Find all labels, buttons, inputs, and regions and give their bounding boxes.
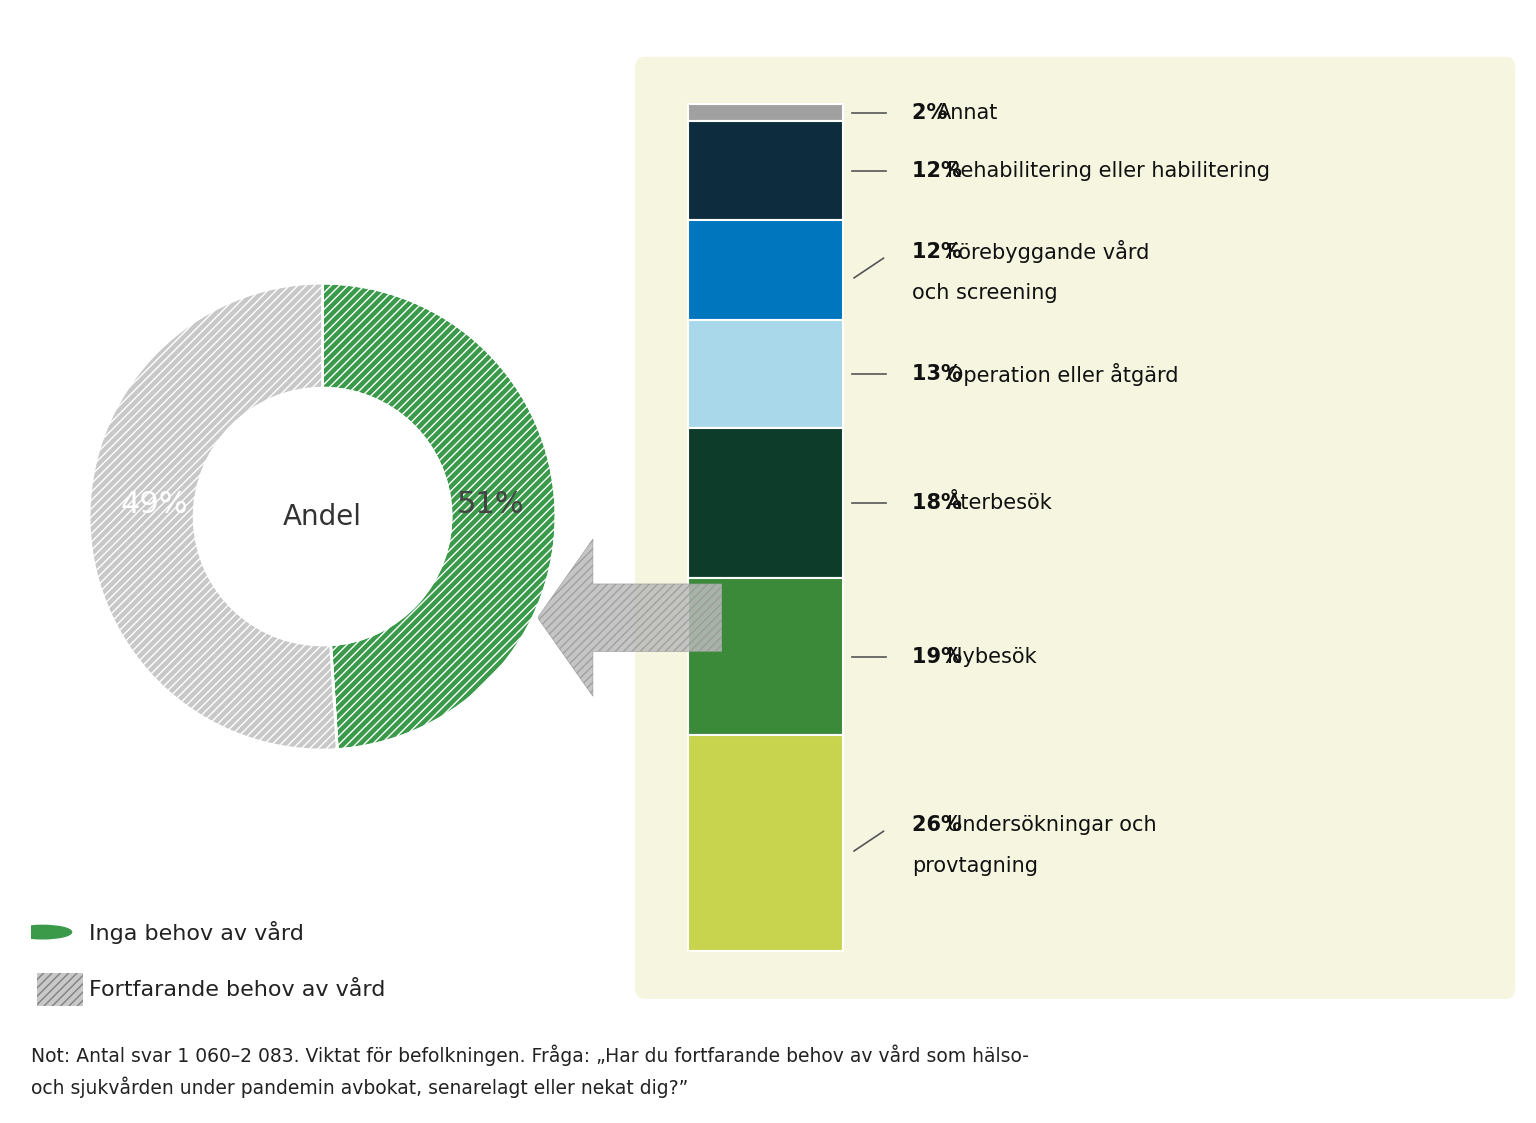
Text: och screening: och screening [912,283,1057,303]
Text: Fortfarande behov av vård: Fortfarande behov av vård [89,980,386,1001]
Bar [688,577,843,736]
Text: Undersökningar och: Undersökningar och [948,815,1157,836]
Circle shape [14,925,72,939]
Wedge shape [89,283,338,750]
Text: Andel: Andel [283,503,362,530]
Text: 12%: 12% [912,161,969,181]
Text: 26%: 26% [912,815,969,836]
Text: Inga behov av vård: Inga behov av vård [89,921,304,943]
Text: Not: Antal svar 1 060–2 083. Viktat för befolkningen. Fråga: „Har du fortfarande: Not: Antal svar 1 060–2 083. Viktat för … [31,1044,1029,1098]
Text: Förebyggande vård: Förebyggande vård [948,240,1149,264]
Bar [688,736,843,951]
Text: 49%: 49% [121,491,189,520]
Bar [37,973,83,1006]
Text: 2%: 2% [912,102,954,122]
Polygon shape [538,539,722,696]
Text: 12%: 12% [912,241,969,262]
Text: Operation eller åtgärd: Operation eller åtgärd [948,363,1178,385]
Bar [688,428,843,577]
Wedge shape [323,283,556,749]
Text: Nybesök: Nybesök [948,647,1037,667]
Text: provtagning: provtagning [912,857,1038,876]
Text: Annat: Annat [937,102,998,122]
Text: Rehabilitering eller habilitering: Rehabilitering eller habilitering [948,161,1270,181]
Bar [688,121,843,220]
Bar [688,104,843,121]
Bar [688,220,843,320]
Bar [688,320,843,428]
Text: Återbesök: Återbesök [948,493,1052,513]
Text: 51%: 51% [456,491,524,520]
Text: 19%: 19% [912,647,969,667]
FancyBboxPatch shape [636,58,1514,997]
Text: 18%: 18% [912,493,969,513]
Text: 13%: 13% [912,364,969,384]
